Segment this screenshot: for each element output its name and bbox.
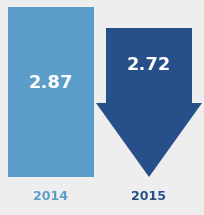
- Text: 2.72: 2.72: [127, 57, 171, 75]
- Text: 2014: 2014: [33, 190, 69, 204]
- Text: 2.87: 2.87: [29, 75, 73, 92]
- Polygon shape: [96, 28, 202, 177]
- Text: 2015: 2015: [132, 190, 166, 204]
- Bar: [8, 7, 94, 177]
